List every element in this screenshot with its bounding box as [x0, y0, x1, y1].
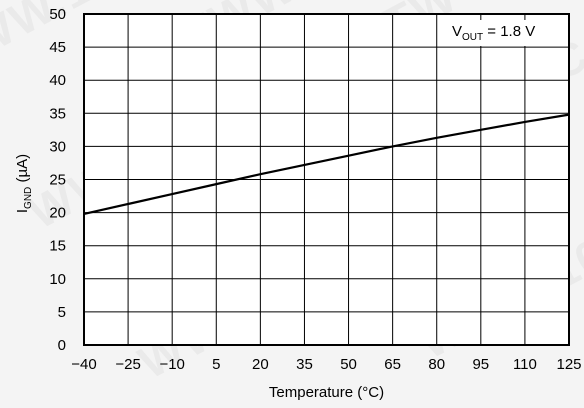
- x-tick-label: 125: [556, 356, 581, 373]
- condition-annotation: VOUT = 1.8 V: [452, 23, 535, 43]
- annotation-subscript: OUT: [462, 32, 483, 43]
- y-axis-title-subscript: GND: [23, 187, 34, 209]
- x-axis-ticks: −40 −25 −10 5 20 35 50 65 80 95 110 125: [71, 356, 581, 373]
- annotation-background: [446, 20, 540, 46]
- series-line: [83, 113, 570, 215]
- y-axis-title-unit: (µA): [14, 154, 31, 187]
- x-tick-label: 20: [252, 356, 269, 373]
- y-tick-label: 20: [49, 205, 66, 222]
- y-axis-ticks: 0 5 10 15 20 25 30 35 40 45 50: [49, 6, 66, 354]
- y-tick-label: 25: [49, 172, 66, 189]
- x-tick-label: 50: [340, 356, 357, 373]
- annotation-rest: = 1.8 V: [483, 23, 535, 40]
- x-tick-label: −25: [115, 356, 140, 373]
- x-tick-label: 5: [212, 356, 220, 373]
- plot-border: [83, 13, 570, 346]
- y-tick-label: 35: [49, 105, 66, 122]
- y-tick-label: 5: [58, 304, 66, 321]
- x-tick-label: 95: [472, 356, 489, 373]
- y-tick-label: 15: [49, 238, 66, 255]
- x-tick-label: −40: [71, 356, 96, 373]
- x-tick-label: −10: [159, 356, 184, 373]
- y-tick-label: 50: [49, 6, 66, 23]
- x-axis-title: Temperature (°C): [269, 384, 384, 401]
- x-tick-label: 65: [384, 356, 401, 373]
- y-axis-title-main: I: [14, 209, 31, 213]
- y-tick-label: 0: [58, 337, 66, 354]
- y-tick-label: 30: [49, 138, 66, 155]
- y-tick-label: 45: [49, 39, 66, 56]
- y-tick-label: 40: [49, 72, 66, 89]
- x-tick-label: 80: [428, 356, 445, 373]
- x-tick-label: 110: [513, 356, 537, 373]
- y-tick-label: 10: [49, 271, 66, 288]
- x-tick-label: 35: [296, 356, 313, 373]
- series-layer: [83, 113, 570, 215]
- annotation-main: V: [452, 23, 462, 40]
- y-axis-title: IGND (µA): [14, 154, 34, 213]
